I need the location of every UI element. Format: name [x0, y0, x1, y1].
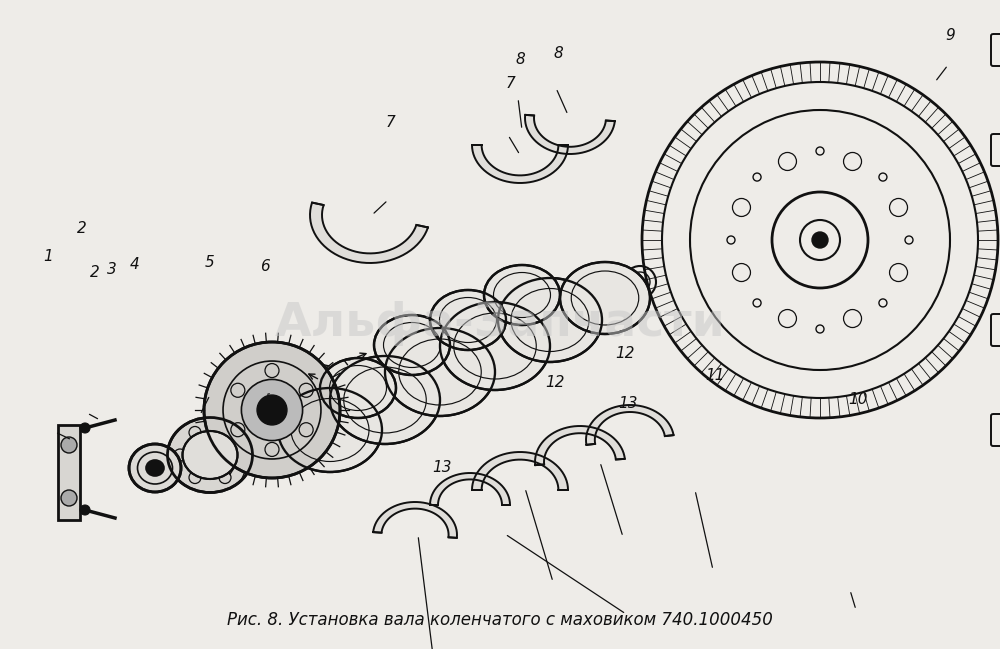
Text: 2: 2	[90, 265, 100, 280]
Text: Рис. 8. Установка вала коленчатого с маховиком 740.1000450: Рис. 8. Установка вала коленчатого с мах…	[227, 611, 773, 629]
Ellipse shape	[129, 444, 181, 492]
Text: 5: 5	[205, 255, 215, 271]
Polygon shape	[586, 405, 674, 445]
Text: 6: 6	[260, 258, 270, 274]
Polygon shape	[472, 145, 568, 183]
Text: 7: 7	[385, 114, 395, 130]
Ellipse shape	[168, 417, 252, 493]
Ellipse shape	[484, 265, 560, 325]
Circle shape	[80, 505, 90, 515]
Text: 13: 13	[432, 459, 452, 475]
Polygon shape	[472, 452, 568, 490]
Polygon shape	[373, 502, 457, 538]
Ellipse shape	[430, 290, 506, 350]
Text: Альфа-Запчасти: Альфа-Запчасти	[275, 302, 725, 347]
Text: 8: 8	[553, 45, 563, 61]
Text: 8: 8	[515, 52, 525, 67]
Text: 7: 7	[505, 75, 515, 91]
Text: 13: 13	[618, 396, 638, 411]
Text: 11: 11	[705, 367, 725, 383]
Ellipse shape	[374, 315, 450, 375]
Circle shape	[257, 395, 287, 425]
Circle shape	[61, 437, 77, 453]
Text: 4: 4	[130, 257, 140, 273]
Polygon shape	[310, 202, 428, 263]
Text: 2: 2	[77, 221, 87, 236]
FancyBboxPatch shape	[58, 425, 80, 520]
Circle shape	[204, 342, 340, 478]
Ellipse shape	[440, 302, 550, 390]
Circle shape	[61, 490, 77, 506]
Text: 10: 10	[848, 391, 868, 407]
Text: 3: 3	[107, 262, 117, 277]
Polygon shape	[430, 473, 510, 505]
Polygon shape	[535, 426, 625, 465]
Polygon shape	[525, 115, 615, 154]
Ellipse shape	[498, 278, 602, 362]
Text: 9: 9	[945, 28, 955, 43]
Circle shape	[812, 232, 828, 248]
Text: 12: 12	[545, 375, 565, 391]
Circle shape	[241, 380, 303, 441]
Ellipse shape	[182, 431, 238, 479]
Text: 12: 12	[615, 346, 635, 361]
Circle shape	[80, 423, 90, 433]
Text: 1: 1	[43, 249, 53, 264]
Ellipse shape	[560, 262, 650, 334]
Ellipse shape	[278, 388, 382, 472]
Ellipse shape	[146, 460, 164, 476]
Ellipse shape	[320, 358, 396, 418]
Ellipse shape	[385, 328, 495, 416]
Ellipse shape	[330, 356, 440, 444]
